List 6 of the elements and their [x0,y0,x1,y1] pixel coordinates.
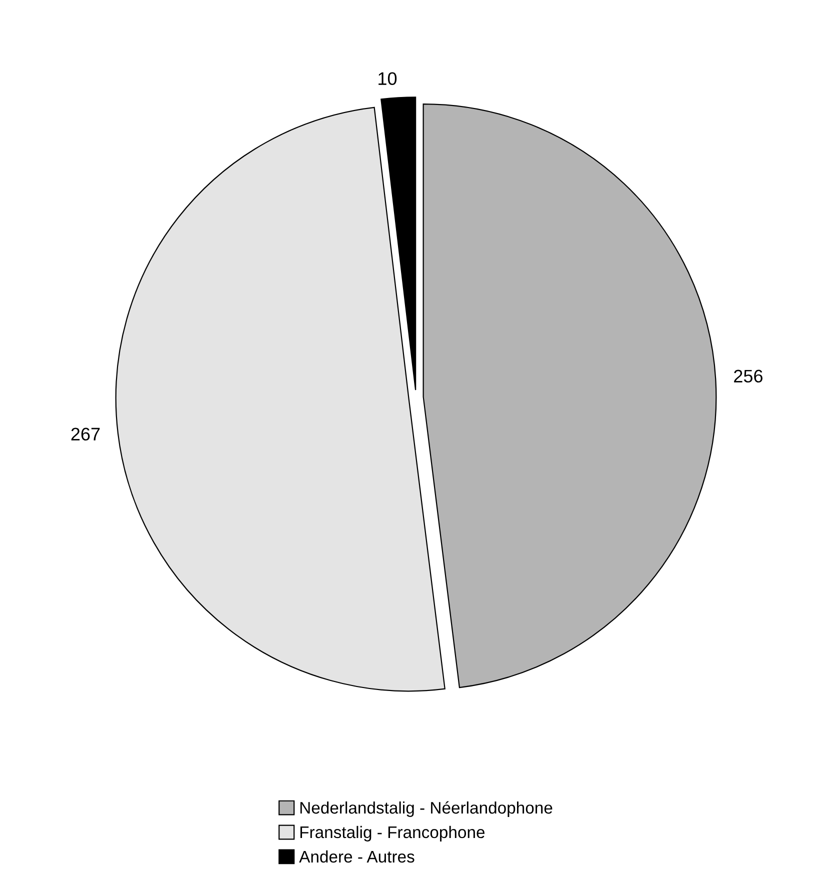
data-label: 256 [734,370,762,383]
legend-label: Nederlandstalig - Néerlandophone [300,801,552,817]
legend-label: Andere - Autres [299,850,414,863]
legend-label: Franstalig - Francophone [300,826,485,842]
data-label: 10 [378,72,397,85]
data-label: 267 [71,428,100,440]
